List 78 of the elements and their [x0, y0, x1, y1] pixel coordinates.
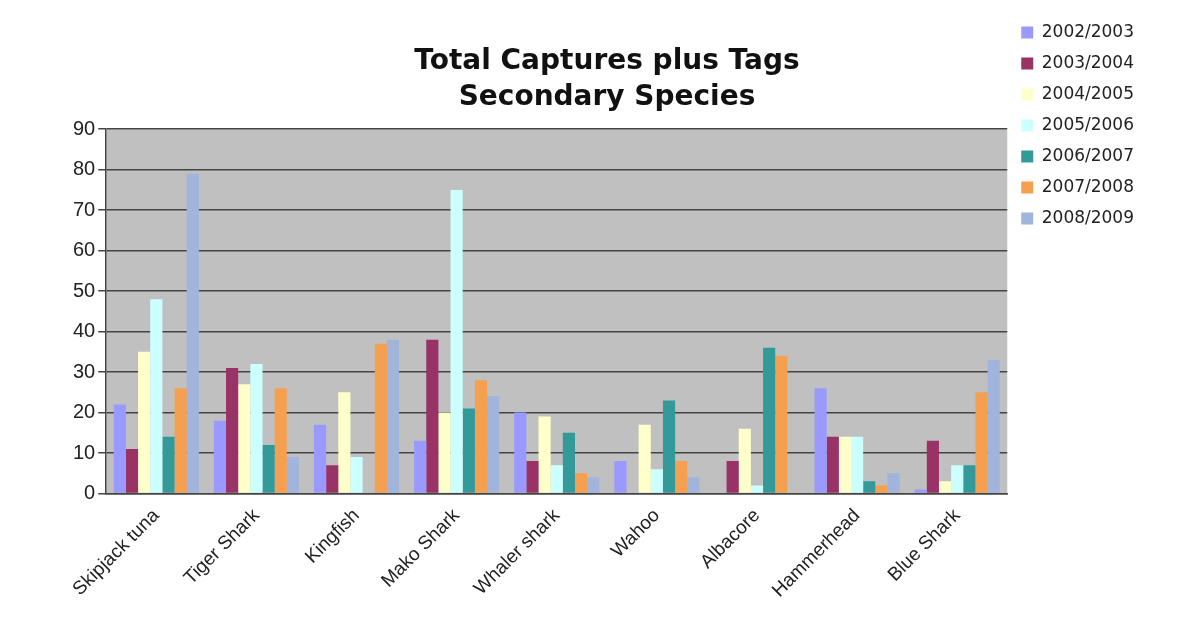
bar [887, 473, 900, 493]
y-tick-label: 40 [73, 319, 96, 342]
bar [414, 440, 427, 493]
bar [914, 489, 927, 493]
bar [926, 440, 939, 493]
bar [814, 388, 827, 493]
chart-title: Total Captures plus Tags [414, 43, 800, 77]
bar [326, 465, 339, 493]
bar [975, 392, 988, 493]
bar [274, 388, 287, 493]
bar [614, 461, 627, 493]
chart-subtitle: Secondary Species [458, 78, 756, 112]
bar [313, 424, 327, 493]
y-tick-label: 10 [73, 440, 96, 463]
y-tick-label: 90 [73, 116, 96, 139]
bar [374, 343, 387, 493]
bar [838, 436, 851, 493]
y-tick-label: 60 [73, 238, 96, 261]
bar [938, 481, 952, 493]
bar [186, 173, 199, 493]
legend-label: 2005/2006 [1041, 113, 1135, 134]
bar [138, 351, 151, 493]
bar [213, 420, 227, 493]
bar [226, 368, 239, 493]
y-tick-label: 0 [84, 481, 96, 503]
bar [726, 461, 739, 493]
bar [238, 384, 251, 493]
legend-label: 2004/2005 [1041, 82, 1135, 103]
legend-label: 2002/2003 [1041, 20, 1135, 41]
bar [538, 416, 551, 493]
bar [438, 412, 451, 493]
bar [738, 428, 751, 493]
bar [450, 189, 463, 493]
bar [526, 461, 539, 493]
legend-label: 2008/2009 [1041, 206, 1135, 227]
bar [687, 477, 700, 493]
bar [386, 339, 400, 493]
bar [750, 485, 764, 493]
y-tick-label: 20 [73, 400, 96, 423]
legend-label: 2007/2008 [1041, 175, 1135, 196]
bar [875, 485, 888, 493]
bar [338, 392, 351, 493]
bar [574, 473, 588, 493]
bar [638, 424, 651, 493]
bar [550, 465, 563, 493]
bar [250, 363, 263, 493]
legend-label: 2003/2004 [1041, 51, 1135, 72]
bar [462, 408, 475, 493]
bar [562, 432, 575, 493]
bar [775, 355, 788, 493]
y-tick-label: 30 [73, 359, 96, 382]
bar [286, 457, 299, 493]
bar [987, 359, 1000, 493]
bar [675, 461, 688, 493]
bar [474, 380, 488, 493]
legend-label: 2006/2007 [1041, 144, 1135, 165]
bar [162, 436, 175, 493]
bar [350, 457, 363, 493]
bar [826, 436, 839, 493]
bar [763, 347, 776, 493]
bar [662, 400, 676, 493]
bar [851, 436, 864, 493]
bar [262, 444, 275, 493]
y-tick-label: 70 [73, 197, 96, 220]
bar [174, 388, 187, 493]
bar [650, 469, 663, 493]
bar [951, 465, 964, 493]
bar [487, 396, 500, 493]
y-tick-label: 50 [73, 278, 96, 301]
bar [426, 339, 439, 493]
bar [125, 448, 139, 493]
bar [514, 412, 527, 493]
bar [863, 481, 876, 493]
bar [587, 477, 600, 493]
bar [150, 299, 163, 493]
bar [963, 465, 976, 493]
y-tick-label: 80 [73, 157, 96, 180]
bar [113, 404, 126, 493]
